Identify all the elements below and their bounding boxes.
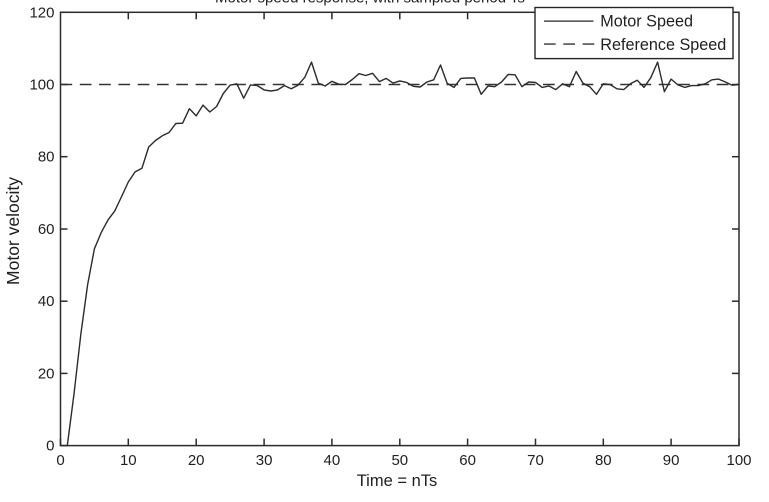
svg-text:Motor speed response, with sam: Motor speed response, with sampled perio…: [215, 0, 525, 6]
svg-text:70: 70: [527, 452, 544, 469]
svg-text:0: 0: [56, 452, 64, 469]
svg-text:Motor velocity: Motor velocity: [3, 177, 23, 285]
svg-text:0: 0: [46, 438, 54, 455]
svg-text:Reference Speed: Reference Speed: [600, 36, 726, 54]
svg-text:100: 100: [29, 77, 54, 94]
svg-text:60: 60: [459, 452, 476, 469]
svg-text:60: 60: [38, 221, 55, 238]
svg-text:10: 10: [120, 452, 137, 469]
svg-text:40: 40: [324, 452, 341, 469]
svg-text:20: 20: [38, 365, 55, 382]
svg-text:100: 100: [726, 452, 751, 469]
svg-text:Motor Speed: Motor Speed: [600, 13, 693, 31]
svg-text:80: 80: [38, 149, 55, 166]
svg-text:30: 30: [256, 452, 273, 469]
svg-text:50: 50: [391, 452, 408, 469]
svg-text:120: 120: [29, 4, 54, 21]
svg-text:Time = nTs: Time = nTs: [357, 472, 438, 490]
svg-text:40: 40: [38, 293, 55, 310]
svg-text:20: 20: [188, 452, 205, 469]
svg-text:80: 80: [595, 452, 612, 469]
svg-text:90: 90: [663, 452, 680, 469]
